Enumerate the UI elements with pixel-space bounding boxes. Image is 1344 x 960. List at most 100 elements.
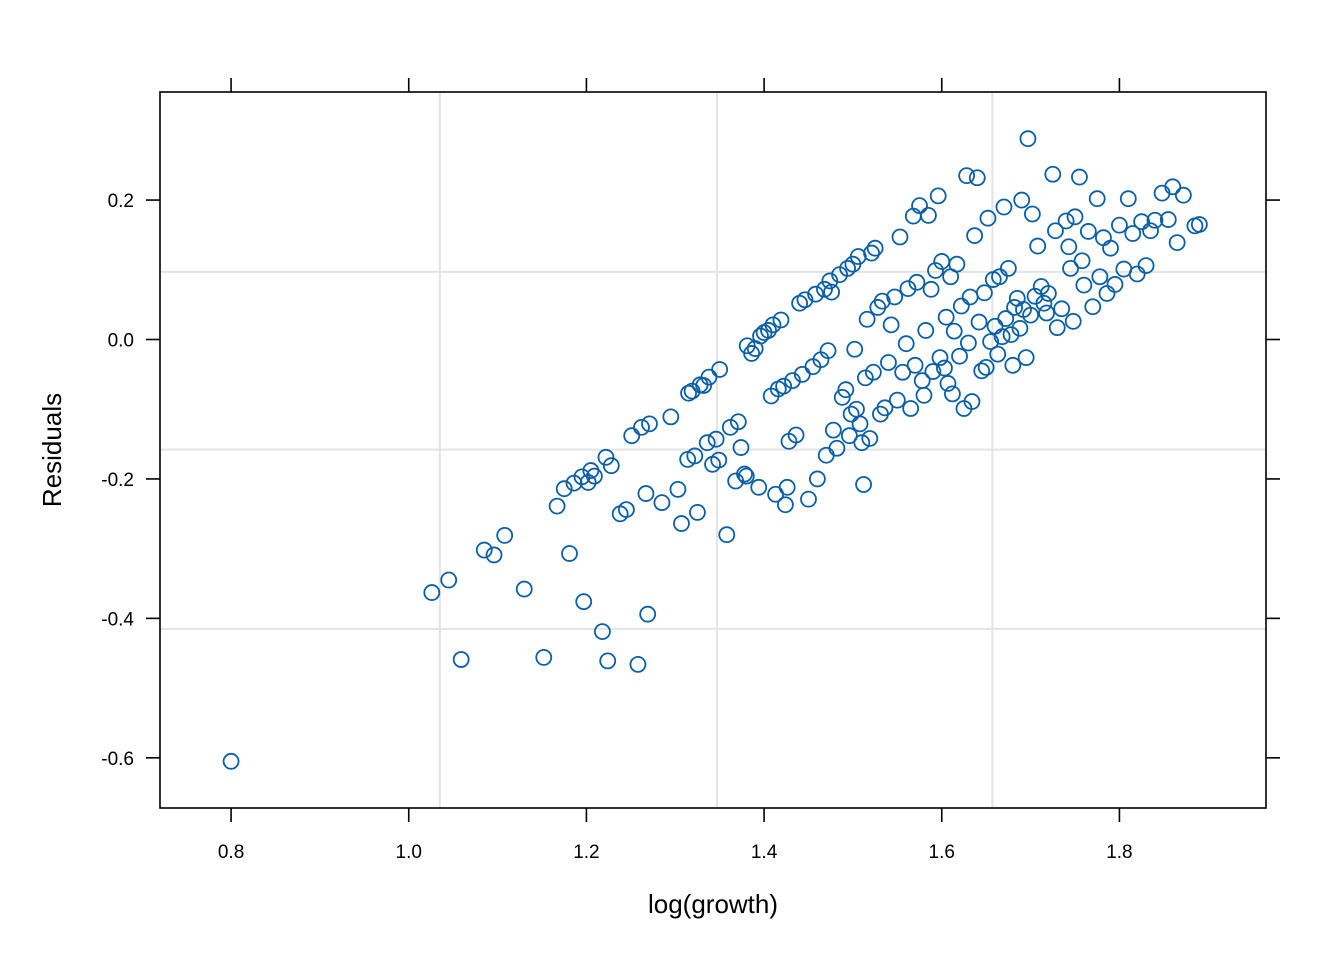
data-point bbox=[729, 413, 747, 431]
data-point bbox=[1047, 222, 1064, 240]
data-point bbox=[653, 494, 671, 512]
data-point bbox=[1133, 213, 1151, 231]
data-point bbox=[997, 310, 1015, 327]
data-point bbox=[993, 328, 1011, 346]
data-point bbox=[1111, 216, 1128, 234]
data-point bbox=[1091, 268, 1109, 286]
data-point bbox=[599, 652, 617, 670]
x-axis-title: log(growth) bbox=[648, 889, 778, 919]
data-point bbox=[1019, 130, 1037, 148]
data-point bbox=[824, 421, 842, 439]
data-point bbox=[966, 227, 984, 245]
data-point bbox=[819, 342, 837, 360]
data-point bbox=[787, 426, 805, 444]
x-tick-label: 0.8 bbox=[218, 842, 244, 863]
data-point bbox=[1095, 229, 1112, 247]
data-point bbox=[982, 333, 1000, 350]
data-point bbox=[899, 280, 917, 298]
data-point bbox=[979, 209, 997, 227]
data-point bbox=[1008, 289, 1026, 307]
data-point bbox=[586, 467, 603, 485]
data-point bbox=[917, 322, 935, 339]
data-point bbox=[710, 451, 728, 469]
data-point bbox=[989, 345, 1007, 363]
data-point bbox=[952, 297, 970, 315]
data-point bbox=[846, 340, 864, 358]
data-point bbox=[858, 310, 876, 328]
data-point bbox=[698, 434, 716, 452]
data-point bbox=[686, 447, 704, 465]
data-point bbox=[561, 545, 578, 562]
data-point bbox=[1023, 205, 1041, 223]
data-point bbox=[816, 280, 833, 298]
axis-ticks bbox=[146, 78, 1280, 822]
data-point bbox=[1075, 276, 1093, 294]
data-point bbox=[1066, 208, 1084, 226]
data-points bbox=[222, 130, 1208, 770]
data-point bbox=[1044, 165, 1062, 183]
data-point bbox=[796, 291, 814, 309]
data-point bbox=[945, 322, 963, 340]
data-point bbox=[995, 198, 1013, 216]
data-point bbox=[515, 580, 533, 598]
data-point bbox=[743, 345, 761, 362]
data-point bbox=[861, 430, 879, 447]
data-point bbox=[800, 490, 817, 508]
data-point bbox=[440, 571, 458, 589]
data-point bbox=[927, 262, 944, 279]
data-point bbox=[1004, 356, 1022, 374]
data-point bbox=[970, 313, 988, 331]
data-point bbox=[222, 752, 240, 770]
data-point bbox=[475, 541, 493, 559]
data-point bbox=[939, 375, 957, 392]
data-point bbox=[778, 478, 796, 496]
data-point bbox=[1057, 212, 1075, 230]
data-point bbox=[1035, 294, 1053, 312]
data-point bbox=[960, 334, 977, 352]
data-point bbox=[1017, 349, 1035, 367]
data-point bbox=[837, 381, 855, 399]
data-point bbox=[866, 239, 884, 257]
data-point bbox=[736, 465, 753, 483]
x-tick-label: 1.8 bbox=[1106, 842, 1132, 863]
data-point bbox=[1159, 211, 1177, 228]
data-point bbox=[902, 400, 920, 417]
data-point bbox=[948, 255, 966, 273]
data-point bbox=[931, 349, 949, 367]
data-point bbox=[602, 457, 620, 475]
y-tick-label: 0.0 bbox=[108, 330, 134, 351]
data-point bbox=[937, 308, 955, 326]
data-point bbox=[579, 474, 597, 491]
data-point bbox=[920, 207, 937, 224]
data-point bbox=[597, 448, 615, 466]
data-point bbox=[1142, 222, 1159, 240]
data-point bbox=[548, 497, 566, 515]
data-point bbox=[944, 385, 961, 403]
data-point bbox=[623, 427, 641, 445]
data-point bbox=[1048, 319, 1066, 337]
y-axis-title: Residuals bbox=[37, 393, 67, 507]
data-point bbox=[891, 228, 909, 246]
data-point bbox=[1053, 300, 1071, 318]
data-point bbox=[975, 284, 993, 302]
data-point bbox=[1039, 285, 1057, 302]
data-point bbox=[999, 259, 1017, 277]
data-point bbox=[911, 197, 928, 215]
data-point bbox=[1119, 190, 1137, 208]
data-point bbox=[1098, 285, 1116, 302]
data-point bbox=[1137, 257, 1155, 274]
axis-tick-labels: 0.8 1.0 1.2 1.4 1.6 1.8 -0.6 -0.4 -0.2 0.0 0.2 bbox=[101, 191, 1132, 863]
y-tick-label: -0.6 bbox=[101, 749, 134, 770]
data-point bbox=[535, 649, 553, 666]
data-point bbox=[791, 294, 809, 312]
data-point bbox=[853, 434, 871, 452]
data-point bbox=[894, 363, 912, 381]
data-point bbox=[1060, 238, 1078, 256]
data-point bbox=[897, 335, 915, 353]
data-point bbox=[929, 187, 947, 205]
data-point bbox=[1106, 276, 1124, 293]
data-point bbox=[876, 399, 894, 417]
data-point bbox=[633, 418, 650, 436]
data-point bbox=[1071, 168, 1088, 186]
